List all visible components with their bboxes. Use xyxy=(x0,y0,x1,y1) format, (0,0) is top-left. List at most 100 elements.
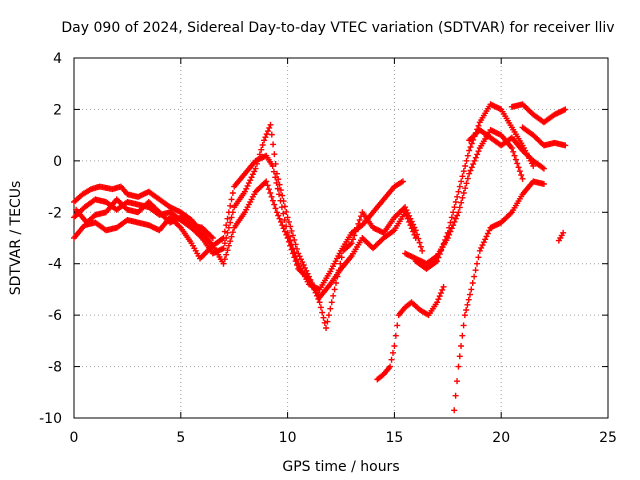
data-series xyxy=(71,178,419,301)
data-point xyxy=(439,286,446,293)
data-point xyxy=(475,122,482,129)
data-point xyxy=(272,160,279,167)
data-point xyxy=(465,296,472,303)
data-series xyxy=(519,124,569,149)
data-point xyxy=(560,229,567,236)
data-point xyxy=(220,245,227,252)
data-point xyxy=(330,292,337,299)
data-point xyxy=(469,280,476,286)
data-point xyxy=(514,160,521,167)
data-point xyxy=(562,106,569,113)
data-series xyxy=(71,121,426,331)
data-point xyxy=(225,242,232,249)
data-point xyxy=(439,244,446,250)
data-point xyxy=(228,233,235,240)
data-point xyxy=(275,212,282,219)
data-point xyxy=(284,214,291,221)
data-point xyxy=(434,299,441,306)
data-point xyxy=(440,240,447,247)
data-point xyxy=(283,231,290,238)
data-point xyxy=(255,156,262,163)
data-point xyxy=(468,164,475,171)
data-point xyxy=(258,146,265,153)
data-point xyxy=(253,160,260,167)
data-series xyxy=(555,229,567,244)
data-point xyxy=(468,140,475,147)
data-point xyxy=(225,224,232,231)
data-point xyxy=(279,222,286,229)
data-point xyxy=(473,260,480,267)
data-point xyxy=(273,170,280,177)
data-point xyxy=(456,183,463,190)
data-point xyxy=(464,175,471,182)
data-point xyxy=(356,217,363,223)
data-point xyxy=(321,319,328,326)
data-point xyxy=(323,325,330,331)
data-point xyxy=(461,312,468,319)
data-point xyxy=(391,343,398,349)
data-point xyxy=(476,247,483,254)
data-points xyxy=(71,101,569,414)
data-point xyxy=(229,229,236,236)
y-tick-label: -10 xyxy=(39,411,62,427)
data-point xyxy=(265,186,272,193)
data-point xyxy=(410,228,417,235)
data-point xyxy=(261,137,268,144)
data-series xyxy=(374,283,447,383)
data-point xyxy=(209,235,216,241)
data-point xyxy=(463,307,470,313)
data-point xyxy=(562,142,569,149)
data-point xyxy=(442,236,449,243)
y-axis-title: SDTVAR / TECUs xyxy=(8,181,24,296)
data-point xyxy=(263,178,270,185)
data-point xyxy=(436,293,443,300)
data-point xyxy=(291,254,298,261)
data-point xyxy=(508,145,515,151)
data-point xyxy=(458,199,465,206)
x-tick-label: 0 xyxy=(70,430,79,446)
data-point xyxy=(512,156,519,163)
data-point xyxy=(444,229,451,236)
data-point xyxy=(455,209,462,216)
data-point xyxy=(452,392,459,399)
y-tick-label: -6 xyxy=(48,308,62,324)
data-point xyxy=(447,219,454,226)
y-tick-label: -8 xyxy=(48,360,62,376)
data-point xyxy=(228,196,235,203)
x-tick-label: 10 xyxy=(279,430,297,446)
data-point xyxy=(456,353,463,360)
data-point xyxy=(251,168,258,175)
data-point xyxy=(411,231,418,238)
data-point xyxy=(327,305,334,312)
data-point xyxy=(419,247,426,254)
data-point xyxy=(328,299,335,306)
y-tick-label: 0 xyxy=(53,154,62,170)
data-point xyxy=(464,152,471,159)
data-point xyxy=(406,218,413,225)
data-point xyxy=(319,309,326,316)
data-point xyxy=(471,157,478,164)
data-point xyxy=(452,215,459,222)
chart-title: Day 090 of 2024, Sidereal Day-to-day VTE… xyxy=(61,20,614,36)
data-point xyxy=(464,301,471,308)
data-point xyxy=(483,233,490,240)
data-point xyxy=(459,194,466,201)
data-point xyxy=(281,228,288,235)
data-point xyxy=(516,168,523,175)
data-point xyxy=(511,152,518,159)
data-point xyxy=(530,163,537,169)
data-point xyxy=(403,212,410,219)
data-point xyxy=(434,258,441,265)
data-point xyxy=(452,199,459,205)
data-point xyxy=(287,223,294,230)
data-point xyxy=(460,322,467,329)
data-point xyxy=(289,232,296,239)
data-point xyxy=(416,239,423,246)
data-point xyxy=(458,343,465,349)
data-point xyxy=(293,262,300,268)
data-point xyxy=(417,243,424,250)
data-point xyxy=(277,218,284,225)
data-point xyxy=(475,254,482,261)
data-series xyxy=(412,101,537,272)
data-series xyxy=(508,101,569,126)
